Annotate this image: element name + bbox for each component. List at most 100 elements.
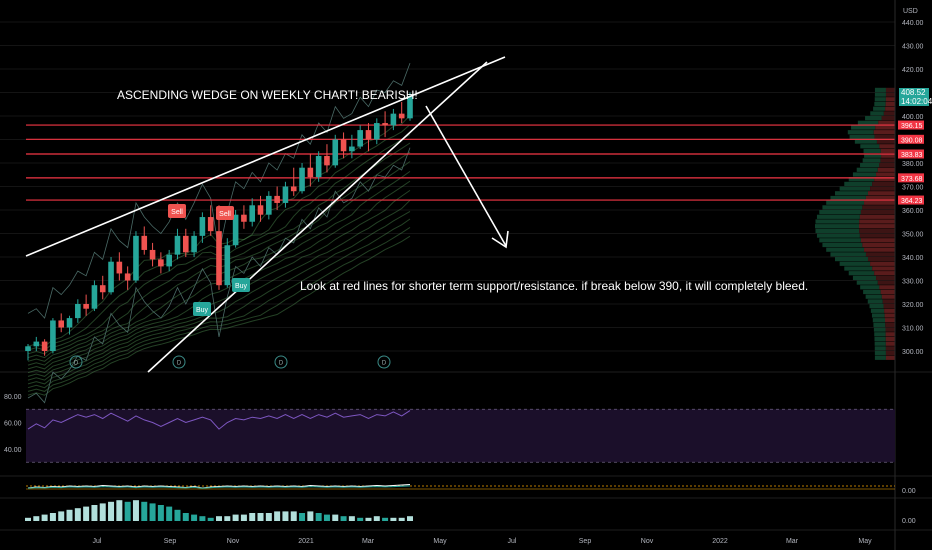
- candle-body: [41, 341, 48, 351]
- wedge-annotation[interactable]: ASCENDING WEDGE ON WEEKLY CHART! BEARISH…: [117, 88, 418, 102]
- level-labels: 396.15 390.08 383.83 373.68 364.23: [898, 120, 924, 205]
- candle-body: [249, 205, 256, 222]
- volume-profile-bar: [865, 195, 895, 201]
- volume-profile-bar: [839, 186, 871, 191]
- candle-body: [365, 130, 372, 140]
- wedge-lower-line: [147, 61, 488, 373]
- volume-profile-bar: [849, 134, 875, 139]
- volume-profile-bar: [874, 87, 886, 92]
- histogram-bar: [224, 516, 231, 521]
- histogram-bar: [174, 509, 181, 521]
- support-annotation[interactable]: Look at red lines for shorter term suppo…: [300, 279, 809, 293]
- candle-body: [324, 155, 330, 166]
- histogram-bar: [41, 514, 48, 521]
- current-price-value: 408.52: [901, 88, 926, 97]
- histogram-bar: [290, 511, 297, 521]
- histogram-bar: [240, 514, 247, 521]
- level-label-text: 396.15: [901, 123, 923, 130]
- volume-profile-bar: [879, 144, 895, 149]
- candle-body: [99, 285, 106, 293]
- dividend-marker: [69, 355, 83, 369]
- arrow-shaft: [425, 105, 507, 247]
- candle-body: [340, 139, 347, 152]
- ma-ribbon-line: [27, 235, 411, 396]
- time-tick-label: Jul: [93, 538, 102, 545]
- volume-profile-bar: [874, 346, 886, 351]
- volume-profile-bar: [885, 106, 895, 111]
- signal-badges: Sell Sell Buy Buy: [168, 204, 250, 316]
- candle-body: [274, 195, 280, 203]
- volume-profile-bar: [862, 205, 895, 210]
- volume-profile-bar: [876, 172, 895, 177]
- volume-profile-bar: [870, 111, 884, 116]
- volume-profile-bar: [822, 242, 863, 248]
- histogram-bar: [357, 517, 364, 521]
- volume-profile-bar: [815, 219, 860, 224]
- signal-label: Buy: [196, 307, 209, 314]
- histogram-bar: [382, 517, 389, 521]
- candle-body: [349, 146, 355, 152]
- histogram-bar: [365, 517, 372, 521]
- histogram-bar: [157, 505, 164, 521]
- time-axis[interactable]: Jul Sep Nov 2021 Mar May Jul Sep Nov 2022 Mar May: [93, 538, 873, 545]
- histogram-bar: [249, 513, 256, 521]
- candle-body: [58, 320, 65, 328]
- histogram-bar: [33, 516, 40, 521]
- volume-profile-bar: [848, 271, 875, 276]
- currency-label: USD: [903, 8, 918, 15]
- price-tick-label: 420.00: [902, 67, 924, 74]
- histogram-bar: [191, 514, 198, 521]
- volume-profile-bar: [885, 346, 895, 351]
- osc-tick-label: 0.00: [902, 488, 916, 495]
- volume-profile-bar: [851, 125, 876, 130]
- volume-profile-bar: [859, 233, 895, 238]
- volume-profile-bar: [885, 351, 895, 356]
- osc-line: [27, 484, 411, 489]
- volume-profile-bar: [826, 247, 865, 252]
- level-label-text: 364.23: [901, 198, 923, 205]
- volume-profile-bar: [885, 341, 895, 346]
- histogram-bar: [373, 516, 380, 521]
- volume-profile-bar: [879, 285, 895, 290]
- arrow-head: [491, 230, 509, 249]
- histogram-bar: [398, 517, 405, 521]
- volume-profile-bar: [870, 186, 895, 191]
- volume-profile-bar: [860, 144, 880, 149]
- ma-ribbon-line: [27, 218, 411, 389]
- dividend-label: D: [382, 361, 387, 367]
- histogram-bar: [348, 516, 355, 521]
- price-axis[interactable]: 300.00 310.00 320.00 330.00 340.00 350.00 360.…: [894, 0, 924, 550]
- candle-body: [166, 254, 172, 267]
- time-tick-label: May: [433, 538, 447, 545]
- volume-profile-bar: [873, 130, 895, 135]
- histogram-bar: [74, 508, 81, 521]
- volume-profile: [815, 87, 895, 360]
- candle-body: [75, 304, 81, 319]
- volume-profile-bar: [882, 299, 895, 304]
- bearish-arrow[interactable]: [425, 105, 509, 249]
- histogram-bar: [315, 513, 322, 521]
- candle-body: [290, 186, 297, 192]
- time-tick-label: 2022: [712, 538, 728, 545]
- histogram-bar: [340, 516, 347, 521]
- volume-profile-bar: [874, 177, 895, 182]
- price-tick-label: 340.00: [902, 255, 924, 262]
- candle-body: [357, 130, 363, 147]
- level-label-text: 373.68: [901, 176, 923, 183]
- wedge-upper-line: [25, 56, 506, 257]
- histogram-bar: [124, 501, 131, 521]
- volume-profile-bar: [885, 355, 895, 360]
- volume-profile-bar: [859, 228, 895, 233]
- rsi-tick-label: 40.00: [4, 447, 22, 454]
- signal-label: Sell: [171, 209, 183, 216]
- signal-badge: [193, 302, 211, 316]
- volume-profile-bar: [834, 191, 868, 196]
- volume-profile-bar: [847, 130, 874, 135]
- price-tick-label: 400.00: [902, 114, 924, 121]
- volume-profile-bar: [885, 97, 895, 102]
- candle-body: [207, 217, 214, 232]
- price-tick-label: 440.00: [902, 20, 924, 27]
- histogram-panel: 0.00: [25, 500, 916, 525]
